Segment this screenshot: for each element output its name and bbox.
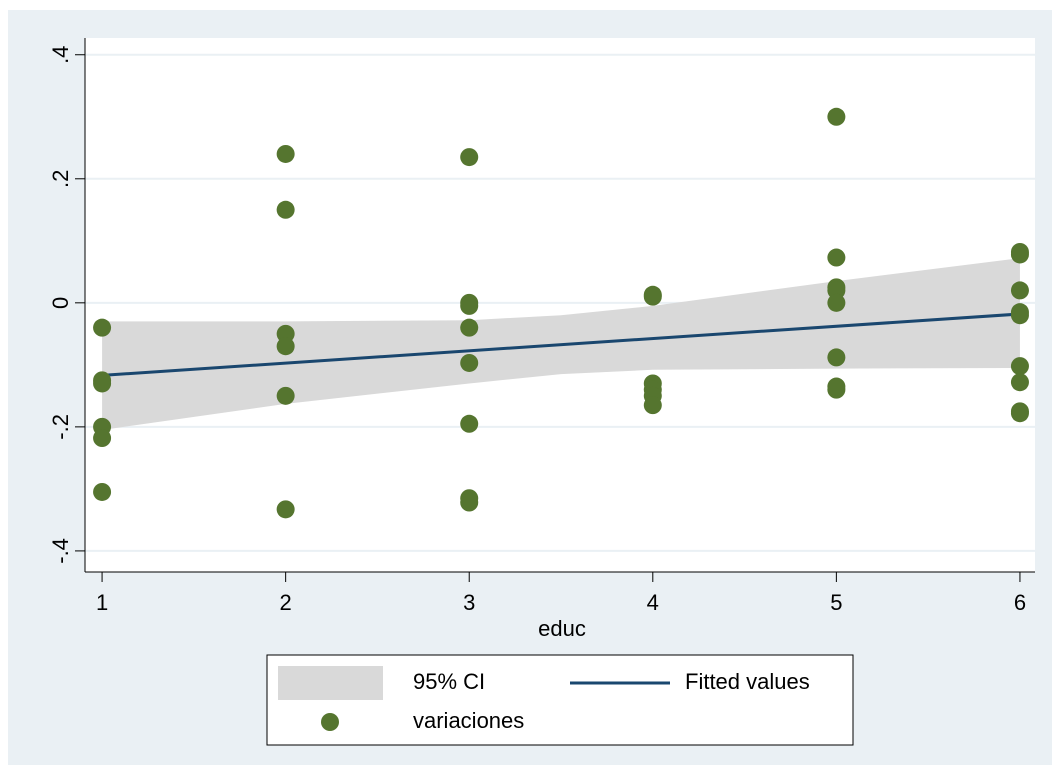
point — [93, 374, 112, 393]
fitted-line — [101, 312, 1021, 377]
x-axis-label: educ — [538, 616, 586, 641]
y-tick-label: -.4 — [48, 538, 73, 564]
x-tick-label: 2 — [280, 590, 292, 615]
point — [1010, 306, 1029, 325]
legend-items: 95% CI Fitted values variaciones — [278, 666, 810, 733]
point — [93, 482, 112, 501]
legend-swatch — [321, 713, 339, 731]
point — [93, 429, 112, 448]
x-tick-label: 1 — [96, 590, 108, 615]
legend-label: 95% CI — [413, 669, 485, 694]
point — [1010, 357, 1029, 376]
point — [827, 281, 846, 300]
point — [827, 377, 846, 396]
y-tick-label: .2 — [48, 170, 73, 188]
point — [827, 107, 846, 126]
point — [1010, 245, 1029, 264]
y-tick-label: 0 — [48, 297, 73, 309]
point — [460, 414, 479, 433]
point — [276, 324, 295, 343]
y-tick-label: -.2 — [48, 414, 73, 440]
point — [460, 296, 479, 315]
point — [276, 337, 295, 356]
point — [460, 148, 479, 167]
point — [827, 348, 846, 367]
x-tick-label: 5 — [830, 590, 842, 615]
point — [276, 144, 295, 163]
point — [643, 396, 662, 415]
point — [460, 493, 479, 512]
point — [827, 293, 846, 312]
x-tick-label: 3 — [463, 590, 475, 615]
point — [1010, 404, 1029, 423]
point — [276, 500, 295, 519]
marks — [93, 107, 1029, 519]
axes: -.4 -.2 0 .2 .4 1 2 3 4 5 6 — [48, 38, 1035, 615]
x-tick-label: 4 — [647, 590, 659, 615]
legend-label: variaciones — [413, 708, 524, 733]
point — [1010, 281, 1029, 300]
point — [827, 248, 846, 267]
y-tick-label: .4 — [48, 46, 73, 64]
legend-label: Fitted values — [685, 669, 810, 694]
legend-swatch — [278, 666, 383, 700]
x-tick-label: 6 — [1014, 590, 1026, 615]
point — [643, 287, 662, 306]
point — [460, 318, 479, 337]
point — [1010, 373, 1029, 392]
point — [276, 386, 295, 405]
point — [93, 318, 112, 337]
point — [276, 200, 295, 219]
point — [460, 353, 479, 372]
